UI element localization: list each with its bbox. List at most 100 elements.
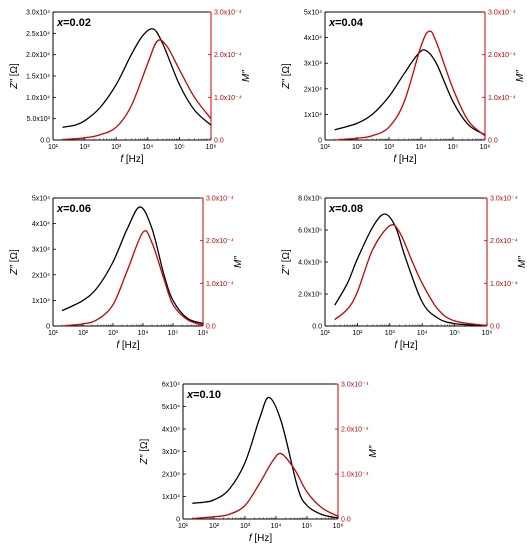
z-double-prime-line xyxy=(334,213,488,327)
x-axis-title: f [Hz] xyxy=(394,340,418,351)
chart-panel: 10¹ 10² 10³ 10⁴ 10⁵ 10⁶0.05.0x10³1.0x10⁴1.5x1… xyxy=(9,10,252,166)
y-right-tick-label: 1.0x10⁻⁴ xyxy=(206,281,234,288)
y-axis-left-title: Z″ [Ω] xyxy=(281,249,292,276)
y-right-tick-label: 2.0x10⁻⁴ xyxy=(490,238,518,245)
chart-panel: 10¹ 10² 10³ 10⁴ 10⁵ 10⁶ 0 1x10⁴ 2x10⁴ 3x10⁴ 4x10⁴ 5… xyxy=(139,382,379,545)
x-tick-label: 10⁶ xyxy=(206,144,217,151)
y-left-tick-label: 0.0 xyxy=(40,138,50,145)
y-axis-right-title: M″ xyxy=(517,256,527,268)
x-tick-label: 10² xyxy=(78,330,89,337)
y-left-tick-label: 1.0x10⁴ xyxy=(26,95,50,102)
x-tick-label: 10⁶ xyxy=(333,523,344,530)
z-double-prime-line xyxy=(192,396,339,519)
y-right-tick-label: 1.0x10⁻⁴ xyxy=(214,95,242,102)
y-left-tick-label: 2x10⁴ xyxy=(32,272,50,279)
y-left-tick-label: 6x10⁴ xyxy=(162,382,180,389)
y-right-tick-label: 2.0x10⁻⁴ xyxy=(206,238,234,245)
x-tick-label: 10¹ xyxy=(320,330,331,337)
y-left-tick-label: 2.5x10⁴ xyxy=(26,31,50,38)
y-axis-left-title: Z″ [Ω] xyxy=(9,249,20,276)
x-tick-label: 10³ xyxy=(385,330,396,337)
y-axis-right-title: M″ xyxy=(233,256,244,268)
x-tick-label: 10¹ xyxy=(320,144,331,151)
y-left-tick-label: 4x10⁴ xyxy=(304,35,322,42)
x-tick-label: 10⁵ xyxy=(449,330,460,337)
x-tick-label: 10⁶ xyxy=(482,330,493,337)
y-left-tick-label: 2.0x10⁵ xyxy=(298,292,322,299)
y-left-tick-label: 3x10⁴ xyxy=(162,449,180,456)
panel-label: x=0.04 xyxy=(328,17,364,29)
m-double-prime-line xyxy=(334,224,488,327)
m-double-prime-line xyxy=(334,30,486,141)
x-tick-label: 10² xyxy=(352,144,363,151)
y-right-tick-label: 0.0 xyxy=(206,324,216,331)
y-axis-left-title: Z″ [Ω] xyxy=(281,63,292,90)
y-left-tick-label: 0 xyxy=(46,324,50,331)
z-double-prime-line xyxy=(61,206,204,325)
x-tick-label: 10² xyxy=(209,523,220,530)
panel-label: x=0.10 xyxy=(186,389,221,401)
y-left-tick-label: 4x10⁴ xyxy=(32,221,50,228)
y-right-tick-label: 1.0x10⁻⁴ xyxy=(488,95,516,102)
y-right-tick-label: 3.0x10⁻⁴ xyxy=(341,382,369,389)
y-left-tick-label: 3.0x10⁴ xyxy=(26,10,50,17)
y-axis-right-title: M″ xyxy=(241,70,252,82)
y-left-tick-label: 6.0x10⁵ xyxy=(298,228,322,235)
y-left-tick-label: 2x10⁴ xyxy=(304,86,322,93)
x-axis-title: f [Hz] xyxy=(120,154,144,165)
y-left-tick-label: 1x10⁴ xyxy=(304,112,322,119)
y-right-tick-label: 2.0x10⁻⁴ xyxy=(488,52,516,59)
y-left-tick-label: 0 xyxy=(176,517,180,524)
y-left-tick-label: 3x10⁴ xyxy=(32,247,50,254)
x-tick-label: 10⁴ xyxy=(416,144,427,151)
y-right-tick-label: 3.0x10⁻⁴ xyxy=(488,10,516,17)
x-tick-label: 10⁶ xyxy=(480,144,491,151)
m-double-prime-line xyxy=(192,452,339,520)
x-tick-label: 10⁵ xyxy=(168,330,179,337)
chart-panel: 10¹ 10² 10³ 10⁴ 10⁵ 10⁶ 0 1x10⁴ 2x10⁴ 3x10⁴ 4x10⁴ 5… xyxy=(9,196,244,352)
panel-label: x=0.08 xyxy=(328,203,363,215)
y-right-tick-label: 0.0 xyxy=(488,138,498,145)
panel-label: x=0.06 xyxy=(56,203,91,215)
x-tick-label: 10⁵ xyxy=(302,523,313,530)
x-axis-title: f [Hz] xyxy=(393,154,417,165)
y-right-tick-label: 0.0 xyxy=(490,324,500,331)
y-right-tick-label: 2.0x10⁻⁴ xyxy=(214,52,242,59)
y-axis-right-title: M″ xyxy=(515,70,526,82)
y-left-tick-label: 1.5x10⁴ xyxy=(26,74,50,81)
x-tick-label: 10³ xyxy=(111,144,122,151)
y-right-tick-label: 3.0x10⁻⁴ xyxy=(214,10,242,17)
y-left-tick-label: 4x10⁴ xyxy=(162,427,180,434)
m-double-prime-line xyxy=(62,39,212,141)
x-tick-label: 10⁴ xyxy=(142,144,153,151)
chart-panel: 10¹ 10² 10³ 10⁴ 10⁵ 10⁶0.02.0x10⁵4.0x10⁵6.0x1… xyxy=(281,196,527,352)
z-double-prime-line xyxy=(334,49,486,136)
y-right-tick-label: 3.0x10⁻⁴ xyxy=(206,196,234,203)
y-right-tick-label: 2.0x10⁻⁴ xyxy=(341,427,369,434)
z-double-prime-line xyxy=(62,28,212,128)
x-tick-label: 10² xyxy=(352,330,363,337)
x-tick-label: 10³ xyxy=(108,330,119,337)
y-right-tick-label: 0.0 xyxy=(214,138,224,145)
y-left-tick-label: 3x10⁴ xyxy=(304,61,322,68)
y-right-tick-label: 1.0x10⁻⁴ xyxy=(341,472,369,479)
y-left-tick-label: 0.0 xyxy=(312,324,322,331)
m-double-prime-line xyxy=(61,230,204,327)
x-tick-label: 10³ xyxy=(384,144,395,151)
chart-panel: 10¹ 10² 10³ 10⁴ 10⁵ 10⁶ 0 1x10⁴ 2x10⁴ 3x10⁴ 4x10⁴ 5… xyxy=(281,10,526,166)
x-axis-title: f [Hz] xyxy=(116,340,140,351)
x-tick-label: 10⁴ xyxy=(417,330,428,337)
x-tick-label: 10⁵ xyxy=(174,144,185,151)
y-left-tick-label: 5.0x10³ xyxy=(27,116,51,123)
y-left-tick-label: 4.0x10⁵ xyxy=(298,260,322,267)
x-tick-label: 10¹ xyxy=(178,523,189,530)
y-axis-left-title: Z″ [Ω] xyxy=(139,439,150,466)
y-left-tick-label: 8.0x10⁵ xyxy=(298,196,322,203)
y-left-tick-label: 2.0x10⁴ xyxy=(26,52,50,59)
x-tick-label: 10¹ xyxy=(48,330,59,337)
x-tick-label: 10¹ xyxy=(48,144,59,151)
y-axis-left-title: Z″ [Ω] xyxy=(9,63,20,90)
x-axis-title: f [Hz] xyxy=(249,533,273,544)
x-tick-label: 10³ xyxy=(240,523,251,530)
y-left-tick-label: 5x10⁴ xyxy=(162,404,180,411)
